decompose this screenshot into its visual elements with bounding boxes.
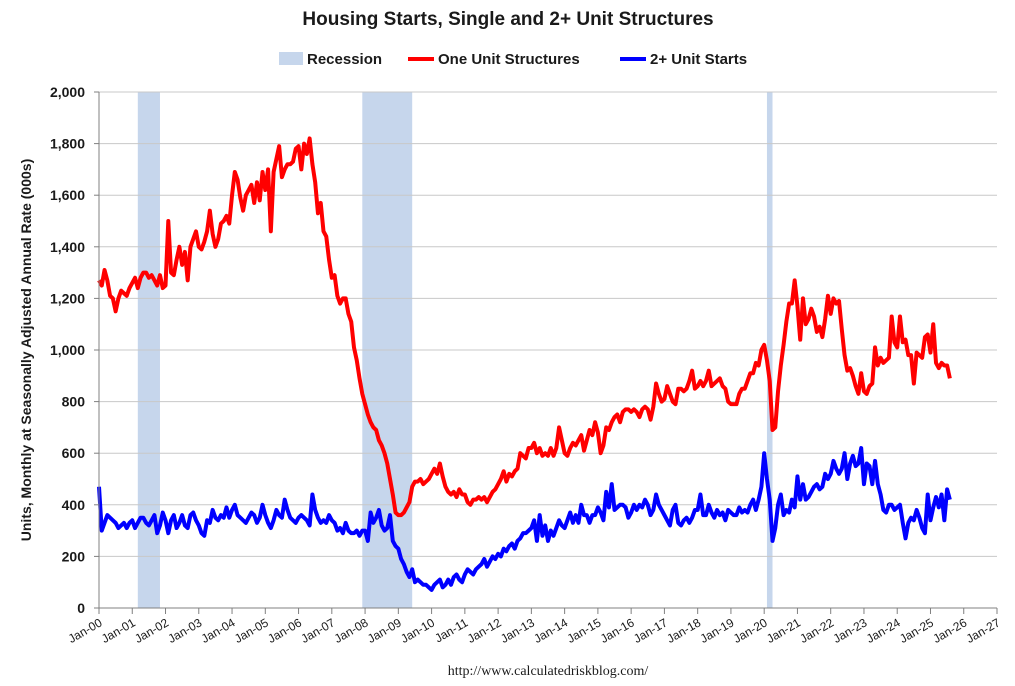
- x-tick-label: Jan-02: [132, 615, 171, 646]
- series-lines: [97, 136, 952, 592]
- legend-label-recession: Recession: [307, 51, 382, 68]
- x-tick-label: Jan-08: [332, 615, 371, 646]
- x-tick-label: Jan-26: [930, 615, 969, 646]
- axes: 0 200 400 600 800 1,000 1,200 1,400 1,600 1,800 2,…: [50, 84, 1003, 646]
- x-tick-label: Jan-09: [365, 615, 404, 646]
- x-tick-label: Jan-14: [531, 615, 570, 646]
- y-tick-label: 1,400: [50, 239, 85, 255]
- x-tick-label: Jan-00: [66, 615, 105, 646]
- y-tick-label: 1,600: [50, 187, 85, 203]
- x-tick-label: Jan-27: [964, 615, 1003, 646]
- y-tick-label: 0: [77, 600, 85, 616]
- x-tick-label: Jan-01: [99, 615, 138, 646]
- y-tick-label: 800: [62, 394, 86, 410]
- legend-swatch-recession: [279, 52, 303, 65]
- x-tick-label: Jan-05: [232, 615, 271, 646]
- x-tick-label: Jan-04: [199, 615, 238, 646]
- y-tick-label: 200: [62, 548, 86, 564]
- y-axis-label: Units, Monthly at Seasonally Adjusted An…: [18, 159, 34, 541]
- x-tick-label: Jan-07: [299, 615, 338, 646]
- chart-title: Housing Starts, Single and 2+ Unit Struc…: [302, 9, 713, 30]
- legend-label-one-unit: One Unit Structures: [438, 51, 580, 68]
- x-tick-label: Jan-19: [698, 615, 737, 646]
- x-tick-label: Jan-10: [398, 615, 437, 646]
- y-tick-label: 1,000: [50, 342, 85, 358]
- y-tick-label: 600: [62, 445, 86, 461]
- source-url: http://www.calculatedriskblog.com/: [448, 664, 649, 679]
- y-tick-label: 2,000: [50, 84, 85, 100]
- x-tick-label: Jan-12: [465, 615, 504, 646]
- legend-label-multi-unit: 2+ Unit Starts: [650, 51, 747, 68]
- x-tick-label: Jan-20: [731, 615, 770, 646]
- x-tick-label: Jan-06: [265, 615, 304, 646]
- x-tick-label: Jan-24: [864, 615, 903, 646]
- series-line-multi-unit: [97, 446, 952, 592]
- y-tick-label: 400: [62, 497, 86, 513]
- x-tick-label: Jan-23: [831, 615, 870, 646]
- x-tick-label: Jan-03: [165, 615, 204, 646]
- gridlines: [99, 91, 997, 557]
- y-tick-label: 1,800: [50, 136, 85, 152]
- x-tick-label: Jan-25: [897, 615, 936, 646]
- series-line-one-unit: [97, 136, 952, 518]
- x-tick-label: Jan-21: [764, 615, 803, 646]
- x-tick-label: Jan-22: [797, 615, 836, 646]
- legend: Recession One Unit Structures 2+ Unit St…: [279, 51, 747, 68]
- x-tick-label: Jan-16: [598, 615, 637, 646]
- x-tick-label: Jan-17: [631, 615, 670, 646]
- x-tick-label: Jan-15: [565, 615, 604, 646]
- y-tick-label: 1,200: [50, 290, 85, 306]
- x-tick-label: Jan-18: [664, 615, 703, 646]
- x-tick-label: Jan-11: [432, 615, 470, 645]
- x-tick-label: Jan-13: [498, 615, 537, 646]
